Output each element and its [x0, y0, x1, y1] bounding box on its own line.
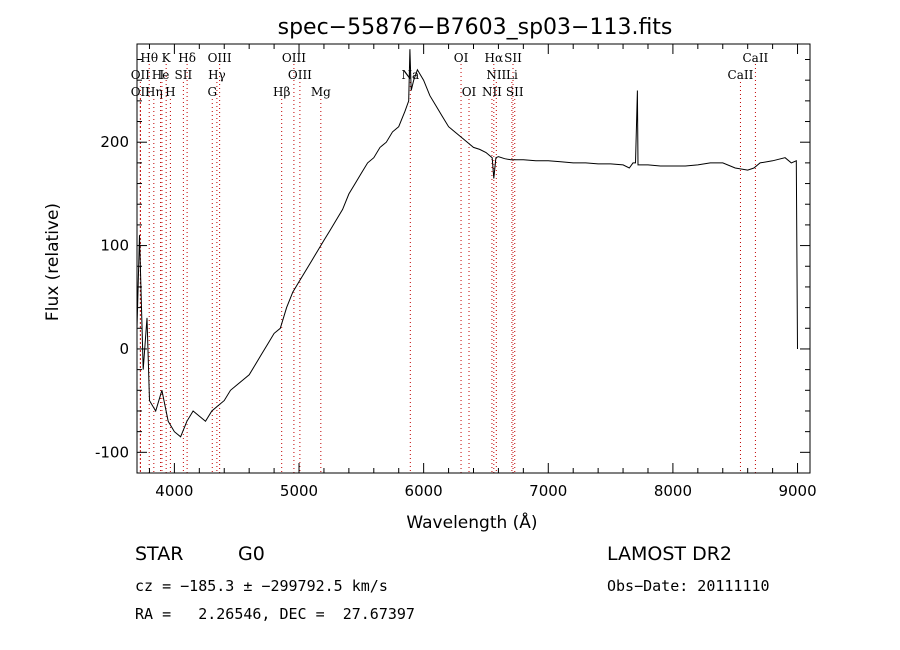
spectral-line-label: NII [486, 68, 506, 82]
spectral-line-label: SII [506, 85, 524, 99]
spectral-line-label: Mg [311, 85, 331, 99]
spectral-line-label: OIII [282, 51, 306, 65]
spectral-line-label: OII [131, 68, 151, 82]
spectral-line-label: Hγ [208, 68, 226, 82]
spectral-line-label: OIII [208, 51, 232, 65]
y-axis-label: Flux (relative) [43, 203, 63, 321]
spectral-line-label: I [160, 68, 165, 82]
y-tick-label: -100 [95, 443, 129, 461]
y-tick-label: 0 [119, 340, 129, 358]
spectral-line-label: NII [482, 85, 502, 99]
spectral-line-label: Hθ [140, 51, 158, 65]
axis-ticks: 4000 5000 6000 7000 8000 9000 -100 0 100 200 [95, 44, 817, 500]
plot-frame [136, 43, 811, 474]
x-tick-label: 8000 [654, 482, 692, 500]
x-tick-label: 4000 [155, 482, 193, 500]
spectral-line-label: Hα [485, 51, 504, 65]
spectral-line-label: Hδ [178, 51, 196, 65]
spectral-line-label: OII [131, 85, 151, 99]
observation-date: Obs−Date: 20111110 [607, 577, 770, 595]
survey-name: LAMOST DR2 [607, 543, 732, 565]
spectral-line-label: K [162, 51, 172, 65]
spectral-line-label: SII [504, 51, 522, 65]
spectral-line-label: OI [454, 51, 469, 65]
object-subclass: G0 [238, 543, 265, 565]
spectral-line-label: He [152, 68, 170, 82]
spectral-line-label: G [207, 85, 217, 99]
spectral-line-label: Hη [145, 85, 163, 99]
spectral-line-label: Li [506, 68, 518, 82]
chart-title: spec−55876−B7603_sp03−113.fits [278, 15, 673, 40]
spectral-line-label: Hβ [273, 85, 290, 99]
x-tick-label: 5000 [280, 482, 318, 500]
x-axis-label: Wavelength (Å) [406, 511, 537, 533]
object-class: STAR [135, 543, 184, 565]
x-tick-label: 6000 [405, 482, 443, 500]
spectral-line-label: SII [175, 68, 193, 82]
x-tick-label: 7000 [529, 482, 567, 500]
coordinates-line: RA = 2.26546, DEC = 27.67397 [135, 605, 415, 623]
spectral-line-label: OI [462, 85, 477, 99]
spectral-line-label: OIII [288, 68, 312, 82]
spectrum-series [136, 49, 798, 438]
y-tick-label: 100 [100, 237, 129, 255]
redshift-line: cz = −185.3 ± −299792.5 km/s [135, 577, 388, 595]
spectral-line-label: CaII [742, 51, 768, 65]
spectral-line-label: H [165, 85, 175, 99]
x-tick-label: 9000 [778, 482, 816, 500]
y-tick-label: 200 [100, 133, 129, 151]
spectral-line-label: CaII [728, 68, 754, 82]
